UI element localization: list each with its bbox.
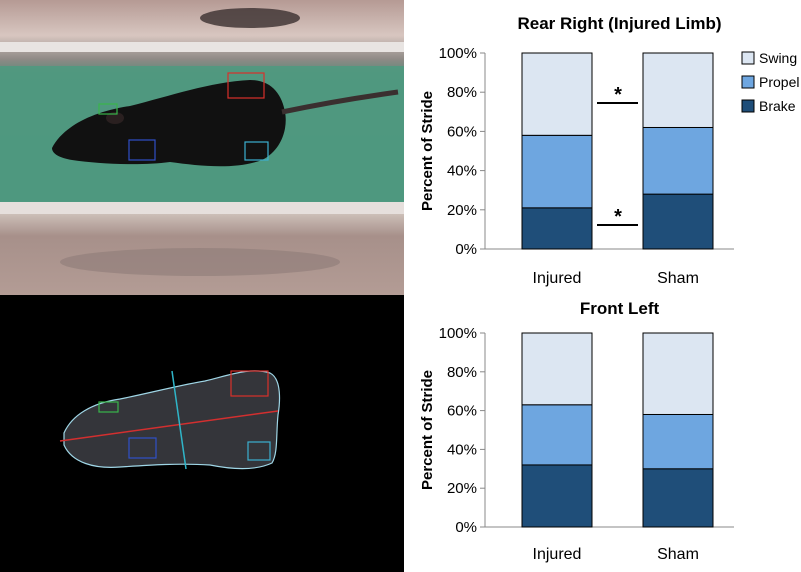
rear-right-paw-box <box>227 72 265 99</box>
rear-right-paw-box <box>230 370 269 397</box>
bar-segment-brake <box>521 207 593 250</box>
y-axis-label: Percent of Stride <box>419 370 436 490</box>
y-tick-label: 100% <box>439 325 477 342</box>
y-tick-label: 40% <box>447 441 477 458</box>
y-tick-label: 80% <box>447 364 477 381</box>
y-tick-label: 40% <box>447 163 477 180</box>
chart-title: Rear Right (Injured Limb) <box>518 14 722 33</box>
mouse-ear <box>106 112 124 124</box>
front-right-paw-box <box>128 437 157 459</box>
legend-label: Brake <box>759 98 796 114</box>
mouse-silhouette <box>63 370 281 470</box>
y-tick-label: 60% <box>447 403 477 420</box>
front-left-stacked-bar-chart: Front Left Percent of Stride 0% 20% 40% 60% 80… <box>419 299 734 563</box>
y-tick-label: 0% <box>455 241 477 258</box>
x-category-label: Sham <box>657 270 699 287</box>
y-axis-label: Percent of Stride <box>419 91 436 211</box>
body-axis-line <box>59 410 279 442</box>
bar-segment-propel <box>642 413 714 470</box>
front-left-paw-box <box>98 401 119 413</box>
y-tick-label: 60% <box>447 123 477 140</box>
reflection-body <box>60 248 340 276</box>
significance-star: * <box>614 206 622 228</box>
y-tick-label: 0% <box>455 519 477 536</box>
rear-left-paw-box <box>247 441 271 461</box>
mouse-tail <box>281 89 399 115</box>
bar-segment-brake <box>642 468 714 528</box>
tube-lower-rail <box>0 202 404 214</box>
image-panels <box>0 0 404 572</box>
x-category-label: Injured <box>533 546 582 563</box>
y-tick-label: 20% <box>447 202 477 219</box>
bar-segment-swing <box>521 332 593 406</box>
y-tick-label: 20% <box>447 480 477 497</box>
legend-swatch-propel <box>741 75 755 89</box>
bar-segment-swing <box>642 52 714 128</box>
bar-segment-brake <box>642 193 714 250</box>
perpendicular-axis-line <box>171 370 187 470</box>
bar-segment-propel <box>521 134 593 209</box>
segmented-mouse-image <box>0 295 404 572</box>
tube-upper-rail <box>0 42 404 52</box>
legend-label: Propel <box>759 74 799 90</box>
y-tick-label: 100% <box>439 45 477 62</box>
significance-star: * <box>614 84 622 106</box>
rear-right-stacked-bar-chart: Rear Right (Injured Limb) Percent of Stri… <box>419 14 799 287</box>
rear-left-paw-box <box>244 141 269 161</box>
chart-title: Front Left <box>580 299 660 318</box>
bar-segment-swing <box>642 332 714 415</box>
legend-swatch-swing <box>741 51 755 65</box>
mouse-photograph <box>0 0 404 295</box>
legend-label: Swing <box>759 50 797 66</box>
mouse-body <box>52 80 286 167</box>
x-category-label: Injured <box>533 270 582 287</box>
front-left-paw-box <box>98 103 118 115</box>
bar-segment-propel <box>521 404 593 466</box>
front-right-paw-box <box>128 139 156 161</box>
bar-segment-propel <box>642 126 714 195</box>
bar-segment-brake <box>521 464 593 528</box>
reflection-shape <box>200 8 300 28</box>
y-tick-label: 80% <box>447 84 477 101</box>
x-category-label: Sham <box>657 546 699 563</box>
legend-swatch-brake <box>741 99 755 113</box>
bar-segment-swing <box>521 52 593 136</box>
